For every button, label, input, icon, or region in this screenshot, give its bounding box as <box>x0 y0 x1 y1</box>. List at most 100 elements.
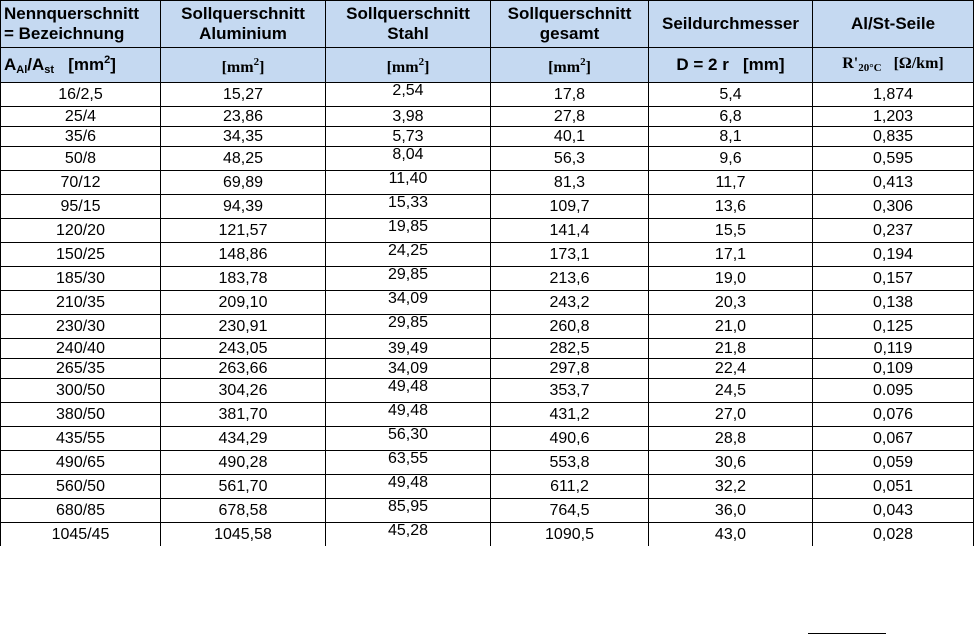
cell-designation: 240/40 <box>0 338 161 359</box>
cell-diameter: 15,5 <box>648 218 813 243</box>
conductor-data-table: Nennquerschnitt = Bezeichnung Sollquersc… <box>0 0 974 546</box>
unit-mm: [mm <box>548 59 581 76</box>
table-row: 25/4 23,86 3,98 27,8 6,8 1,203 <box>0 106 974 127</box>
cell-aluminium: 561,70 <box>160 474 326 499</box>
cell-aluminium: 23,86 <box>160 106 326 127</box>
table-header: Nennquerschnitt = Bezeichnung Sollquersc… <box>0 0 974 83</box>
unit-exp: 2 <box>580 56 586 68</box>
header-col4-line1: Sollquerschnitt <box>507 4 632 23</box>
header-col2-line1: Sollquerschnitt <box>181 4 305 23</box>
unit-st-sub: st <box>44 64 55 76</box>
cell-diameter: 17,1 <box>648 242 813 267</box>
cell-designation: 150/25 <box>0 242 161 267</box>
header-col6-unit: R'20°C [Ω/km] <box>812 47 974 83</box>
unit-ohm-km: [Ω/km] <box>893 54 944 72</box>
cell-steel: 49,48 <box>325 402 491 427</box>
cell-diameter: 22,4 <box>648 358 813 379</box>
cell-aluminium: 243,05 <box>160 338 326 359</box>
cell-resistance: 0,138 <box>812 290 974 315</box>
cell-steel: 34,09 <box>325 290 491 315</box>
cell-total: 81,3 <box>490 170 649 195</box>
cell-total: 260,8 <box>490 314 649 339</box>
cell-total: 282,5 <box>490 338 649 359</box>
cell-resistance: 0.095 <box>812 378 974 403</box>
unit-exp: 2 <box>253 56 260 68</box>
cell-designation: 380/50 <box>0 402 161 427</box>
unit-close: ] <box>110 55 116 74</box>
cell-diameter: 6,8 <box>648 106 813 127</box>
cell-total: 297,8 <box>490 358 649 379</box>
cell-diameter: 19,0 <box>648 266 813 291</box>
cell-designation: 265/35 <box>0 358 161 379</box>
cell-total: 490,6 <box>490 426 649 451</box>
table-row: 120/20 121,57 19,85 141,4 15,5 0,237 <box>0 218 974 243</box>
cell-steel: 11,40 <box>325 170 491 195</box>
cell-diameter: 9,6 <box>648 146 813 171</box>
cell-resistance: 0,028 <box>812 522 974 546</box>
cell-aluminium: 381,70 <box>160 402 326 427</box>
unit-exp: 2 <box>104 54 111 66</box>
header-col3-line1: Sollquerschnitt <box>346 4 470 23</box>
cell-diameter: 28,8 <box>648 426 813 451</box>
cell-total: 109,7 <box>490 194 649 219</box>
table-row: 35/6 34,35 5,73 40,1 8,1 0,835 <box>0 126 974 147</box>
cell-steel: 63,55 <box>325 450 491 475</box>
cell-steel: 49,48 <box>325 378 491 403</box>
unit-r: R' <box>842 54 859 72</box>
cell-aluminium: 48,25 <box>160 146 326 171</box>
cell-aluminium: 148,86 <box>160 242 326 267</box>
cell-steel: 45,28 <box>325 522 491 546</box>
table-row: 435/55 434,29 56,30 490,6 28,8 0,067 <box>0 426 974 451</box>
cell-total: 764,5 <box>490 498 649 523</box>
cell-resistance: 0,109 <box>812 358 974 379</box>
cell-designation: 230/30 <box>0 314 161 339</box>
cell-resistance: 0,306 <box>812 194 974 219</box>
cell-total: 431,2 <box>490 402 649 427</box>
cell-steel: 34,09 <box>325 358 491 379</box>
cell-designation: 435/55 <box>0 426 161 451</box>
table-row: 490/65 490,28 63,55 553,8 30,6 0,059 <box>0 450 974 475</box>
header-col4-line2: gesamt <box>539 24 600 43</box>
header-col2-unit: [mm2] <box>160 47 326 83</box>
cell-steel: 3,98 <box>325 106 491 127</box>
cell-total: 213,6 <box>490 266 649 291</box>
cell-steel: 8,04 <box>325 146 491 171</box>
cell-designation: 185/30 <box>0 266 161 291</box>
cell-diameter: 24,5 <box>648 378 813 403</box>
cell-designation: 490/65 <box>0 450 161 475</box>
cell-designation: 560/50 <box>0 474 161 499</box>
header-col1-line1: Nennquerschnitt <box>4 4 140 23</box>
table-row: 380/50 381,70 49,48 431,2 27,0 0,076 <box>0 402 974 427</box>
cell-resistance: 0,157 <box>812 266 974 291</box>
cell-resistance: 0,595 <box>812 146 974 171</box>
unit-close: ] <box>259 59 265 76</box>
cell-designation: 1045/45 <box>0 522 161 546</box>
cell-diameter: 5,4 <box>648 82 813 107</box>
unit-al-sub: Al <box>16 64 28 76</box>
table-row: 265/35 263,66 34,09 297,8 22,4 0,109 <box>0 358 974 379</box>
cell-resistance: 0,413 <box>812 170 974 195</box>
table-row: 240/40 243,05 39,49 282,5 21,8 0,119 <box>0 338 974 359</box>
table-body: 16/2,5 15,27 2,54 17,8 5,4 1,874 25/4 23,86 3,98… <box>0 82 974 546</box>
unit-a: A <box>4 55 17 74</box>
cell-aluminium: 304,26 <box>160 378 326 403</box>
cell-aluminium: 183,78 <box>160 266 326 291</box>
cell-resistance: 0,194 <box>812 242 974 267</box>
cell-aluminium: 34,35 <box>160 126 326 147</box>
cell-resistance: 0,237 <box>812 218 974 243</box>
header-col4-unit: [mm2] <box>490 47 649 83</box>
cell-diameter: 27,0 <box>648 402 813 427</box>
header-col6-line1: Al/St-Seile <box>850 14 936 33</box>
table-row: 50/8 48,25 8,04 56,3 9,6 0,595 <box>0 146 974 171</box>
cell-aluminium: 94,39 <box>160 194 326 219</box>
cell-total: 40,1 <box>490 126 649 147</box>
cell-steel: 49,48 <box>325 474 491 499</box>
cell-total: 1090,5 <box>490 522 649 546</box>
cell-designation: 50/8 <box>0 146 161 171</box>
header-al-st-ropes: Al/St-Seile <box>812 0 974 48</box>
header-nominal-cross-section: Nennquerschnitt = Bezeichnung <box>0 0 161 48</box>
cell-aluminium: 69,89 <box>160 170 326 195</box>
cell-total: 553,8 <box>490 450 649 475</box>
cell-aluminium: 263,66 <box>160 358 326 379</box>
cell-steel: 2,54 <box>325 82 491 107</box>
